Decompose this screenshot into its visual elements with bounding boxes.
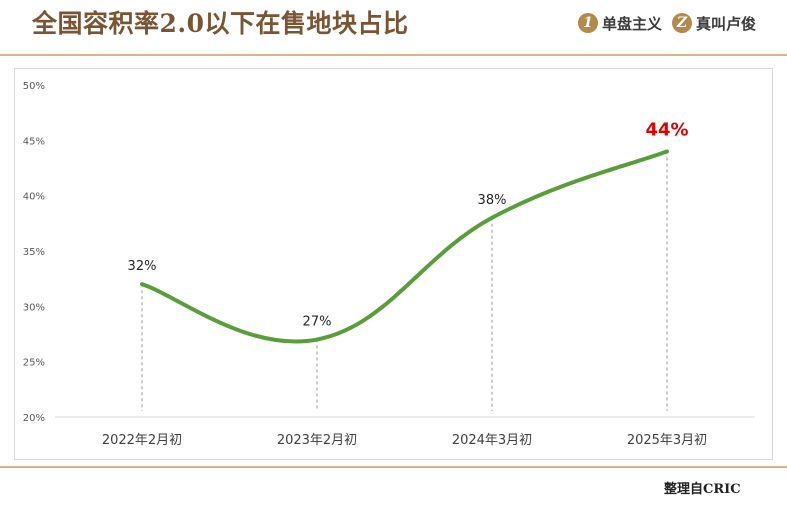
x-tick-label: 2023年2月初 [277,433,357,448]
page-title: 全国容积率2.0以下在售地块占比 [32,9,409,38]
header: 全国容积率2.0以下在售地块占比 1 单盘主义 Z 真叫卢俊 [0,0,787,56]
x-tick-label: 2022年2月初 [102,433,182,448]
x-tick-label: 2024年3月初 [452,433,532,448]
brand-logo-1: 1 单盘主义 [578,10,662,36]
header-divider [0,54,787,56]
brand-logo-2: Z 真叫卢俊 [672,10,756,36]
y-tick-label: 20% [23,413,45,424]
brand-1-name: 单盘主义 [602,14,663,33]
y-tick-label: 40% [23,192,45,203]
y-tick-label: 30% [23,302,45,313]
brand-1-icon: 1 [578,13,598,33]
y-tick-label: 45% [23,136,45,147]
y-tick-label: 35% [23,247,45,258]
chart-frame [14,68,773,460]
data-label: 32% [128,259,157,274]
y-tick-label: 50% [23,81,45,92]
data-label: 44% [645,119,688,140]
data-label: 38% [478,193,507,208]
x-tick-label: 2025年3月初 [627,433,707,448]
series-line [140,149,669,344]
brand-2-name: 真叫卢俊 [696,14,757,33]
y-tick-label: 25% [23,358,45,369]
brand-2-icon: Z [672,13,692,33]
data-label: 27% [303,315,332,330]
source-note: 整理自CRIC [664,482,741,497]
footer-divider [0,466,787,468]
